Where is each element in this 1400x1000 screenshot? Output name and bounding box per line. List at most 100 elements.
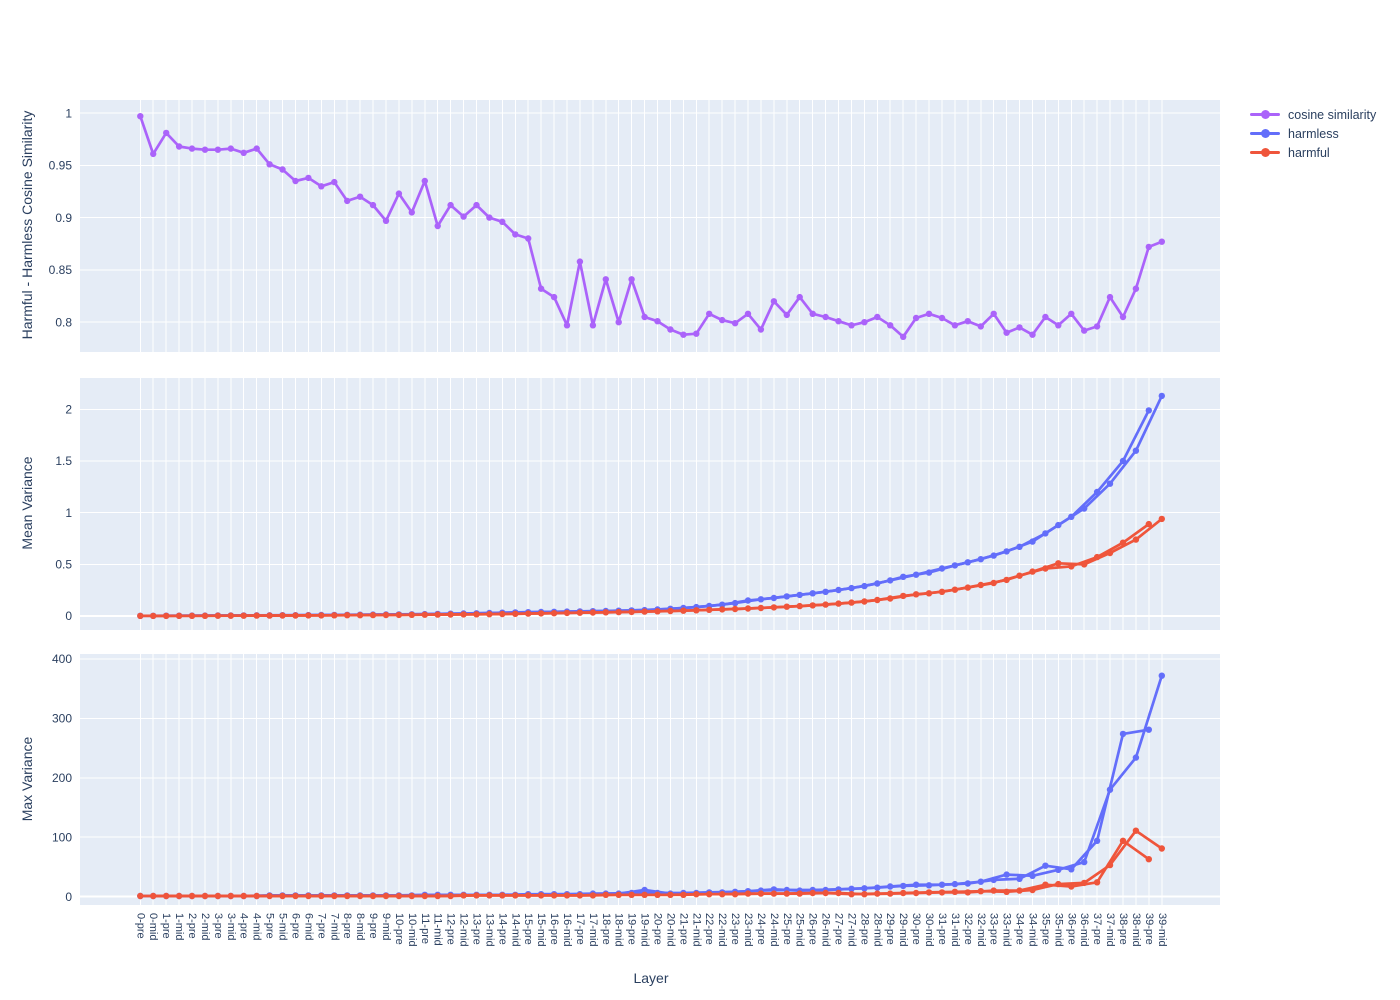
x-tick-label: 5-mid bbox=[277, 913, 289, 941]
panel-3-y-tick-labels: 0 100 200 300 400 bbox=[52, 652, 72, 904]
legend: cosine similarity harmless harmful bbox=[1250, 105, 1376, 162]
x-tick-label: 27-mid bbox=[845, 913, 857, 947]
x-tick-label: 10-pre bbox=[393, 913, 405, 945]
x-axis-title: Layer bbox=[633, 970, 669, 986]
y-tick-label: 0.85 bbox=[49, 263, 73, 277]
x-tick-label: 2-mid bbox=[199, 913, 211, 941]
y-tick-label: 0.9 bbox=[55, 211, 72, 225]
x-tick-label: 31-pre bbox=[936, 913, 948, 945]
harmful-markers bbox=[137, 827, 1166, 900]
x-tick-label: 13-mid bbox=[483, 913, 495, 947]
x-tick-label: 6-mid bbox=[302, 913, 314, 941]
subplot-panel-2: 0 0.5 1 1.5 2 bbox=[55, 378, 1220, 630]
x-tick-label: 17-mid bbox=[587, 913, 599, 947]
x-tick-label: 32-pre bbox=[962, 913, 974, 945]
y-tick-label: 0.8 bbox=[55, 315, 72, 329]
y-tick-label: 100 bbox=[52, 830, 72, 844]
panel-2-vertical-gridlines bbox=[139, 378, 1163, 630]
x-tick-label: 2-pre bbox=[186, 913, 198, 939]
panel-2-y-tick-labels: 0 0.5 1 1.5 2 bbox=[55, 403, 72, 624]
x-tick-label: 24-pre bbox=[755, 913, 767, 945]
x-tick-label: 11-pre bbox=[419, 913, 431, 944]
x-tick-label: 10-mid bbox=[406, 913, 418, 947]
x-tick-label: 32-mid bbox=[975, 913, 987, 947]
x-tick-label: 1-pre bbox=[160, 913, 172, 939]
legend-item-harmful[interactable]: harmful bbox=[1250, 143, 1376, 162]
x-tick-label: 34-pre bbox=[1014, 913, 1026, 945]
x-tick-label: 36-pre bbox=[1065, 913, 1077, 945]
x-tick-label: 16-mid bbox=[561, 913, 573, 947]
x-tick-label: 38-pre bbox=[1117, 913, 1129, 945]
cosine-similarity-markers bbox=[137, 113, 1166, 340]
x-tick-label: 19-pre bbox=[626, 913, 638, 945]
x-tick-labels: 0-pre 0-mid 1-pre 1-mid 2-pre 2-mid 3-pre 3-mid… bbox=[134, 913, 1167, 947]
x-tick-label: 3-mid bbox=[225, 913, 237, 941]
y-tick-label: 1 bbox=[65, 506, 72, 520]
x-tick-label: 22-pre bbox=[703, 913, 715, 945]
x-tick-label: 37-pre bbox=[1091, 913, 1103, 945]
x-tick-label: 23-mid bbox=[742, 913, 754, 947]
x-tick-label: 25-mid bbox=[794, 913, 806, 947]
harmful-markers bbox=[137, 515, 1166, 620]
x-tick-label: 9-pre bbox=[367, 913, 379, 939]
x-tick-label: 24-mid bbox=[768, 913, 780, 947]
subplot-panel-3: 0 100 200 300 400 bbox=[52, 652, 1220, 905]
y-tick-label: 0.5 bbox=[55, 558, 72, 572]
x-tick-label: 20-pre bbox=[652, 913, 664, 945]
y-tick-label: 1.5 bbox=[55, 454, 72, 468]
x-tick-label: 14-mid bbox=[509, 913, 521, 947]
x-tick-label: 18-pre bbox=[600, 913, 612, 945]
legend-item-harmless[interactable]: harmless bbox=[1250, 124, 1376, 143]
x-tick-label: 21-mid bbox=[690, 913, 702, 947]
x-tick-label: 20-mid bbox=[664, 913, 676, 947]
y-tick-label: 0 bbox=[65, 609, 72, 623]
x-tick-label: 17-pre bbox=[574, 913, 586, 945]
x-tick-label: 18-mid bbox=[613, 913, 625, 947]
x-tick-label: 38-mid bbox=[1130, 913, 1142, 947]
x-tick-label: 29-pre bbox=[884, 913, 896, 945]
x-tick-label: 22-mid bbox=[716, 913, 728, 947]
y-tick-label: 0 bbox=[65, 890, 72, 904]
x-tick-label: 4-mid bbox=[251, 913, 263, 941]
x-tick-label: 39-mid bbox=[1156, 913, 1168, 947]
x-tick-label: 3-pre bbox=[212, 913, 224, 939]
x-tick-label: 29-mid bbox=[897, 913, 909, 947]
x-tick-label: 21-pre bbox=[677, 913, 689, 945]
y-tick-label: 0.95 bbox=[49, 159, 73, 173]
x-tick-label: 33-mid bbox=[1001, 913, 1013, 947]
x-tick-label: 30-mid bbox=[923, 913, 935, 947]
x-tick-label: 9-mid bbox=[380, 913, 392, 941]
harmless-legend-swatch-icon bbox=[1250, 129, 1280, 138]
x-tick-label: 31-mid bbox=[949, 913, 961, 947]
x-tick-label: 4-pre bbox=[238, 913, 250, 939]
x-tick-label: 36-mid bbox=[1078, 913, 1090, 947]
x-tick-label: 6-pre bbox=[289, 913, 301, 939]
x-tick-label: 39-pre bbox=[1143, 913, 1155, 945]
x-tick-label: 34-mid bbox=[1026, 913, 1038, 947]
x-tick-label: 15-pre bbox=[522, 913, 534, 945]
x-tick-label: 12-mid bbox=[458, 913, 470, 947]
x-tick-label: 26-mid bbox=[820, 913, 832, 947]
y-tick-label: 1 bbox=[65, 106, 72, 120]
y-tick-label: 300 bbox=[52, 712, 72, 726]
x-tick-label: 8-pre bbox=[341, 913, 353, 939]
x-tick-label: 7-mid bbox=[328, 913, 340, 941]
y-tick-label: 2 bbox=[65, 403, 72, 417]
x-tick-label: 25-pre bbox=[781, 913, 793, 945]
x-tick-label: 28-pre bbox=[858, 913, 870, 945]
x-tick-label: 37-mid bbox=[1104, 913, 1116, 947]
legend-item-cosine-similarity[interactable]: cosine similarity bbox=[1250, 105, 1376, 124]
x-tick-label: 8-mid bbox=[354, 913, 366, 941]
subplot-panel-1: 0.8 0.85 0.9 0.95 1 bbox=[49, 100, 1220, 352]
panel-1-y-tick-labels: 0.8 0.85 0.9 0.95 1 bbox=[49, 106, 73, 329]
x-tick-label: 13-pre bbox=[470, 913, 482, 945]
x-tick-label: 35-mid bbox=[1052, 913, 1064, 947]
x-tick-label: 5-pre bbox=[264, 913, 276, 939]
x-tick-label: 23-pre bbox=[729, 913, 741, 945]
panel-3-vertical-gridlines bbox=[139, 654, 1163, 905]
x-tick-label: 14-pre bbox=[496, 913, 508, 945]
x-tick-label: 7-pre bbox=[315, 913, 327, 939]
x-tick-label: 15-mid bbox=[535, 913, 547, 947]
